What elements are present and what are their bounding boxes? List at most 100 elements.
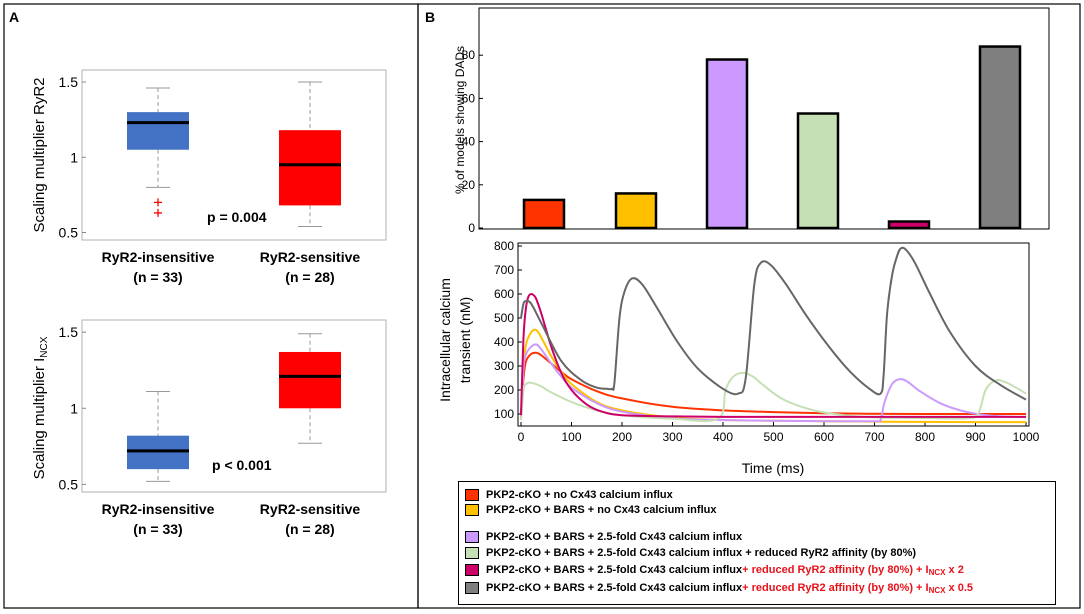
legend-red-tail: x 2	[945, 563, 964, 576]
ytick-label: 200	[494, 383, 514, 397]
legend-item-bars-2-5: PKP2-cKO + BARS + 2.5-fold Cx43 calcium …	[465, 530, 742, 544]
bar	[887, 220, 931, 230]
legend-swatch	[465, 547, 479, 559]
legend-item-ncx2: PKP2-cKO + BARS + 2.5-fold Cx43 calcium …	[465, 563, 964, 577]
boxplot-incx-ylabel: Scaling multiplier INCX	[31, 336, 50, 479]
legend-text: PKP2-cKO + no Cx43 calcium influx	[486, 489, 673, 501]
boxplot-ryr2-pvalue: p = 0.004	[207, 209, 267, 225]
box	[127, 112, 189, 150]
box	[127, 435, 189, 470]
box	[279, 351, 341, 409]
xtick-label: 400	[713, 430, 733, 444]
line-chart-ylabel-line2: transient (nM)	[457, 297, 473, 383]
panel-a-frame	[3, 3, 419, 609]
group-n: (n = 28)	[285, 521, 334, 537]
ytick-label: 60	[462, 91, 476, 105]
legend-swatch	[465, 531, 479, 543]
bar	[614, 192, 658, 230]
boxplot-ryr2-frame	[81, 69, 387, 241]
xtick-label: 900	[965, 430, 985, 444]
legend-swatch	[465, 504, 479, 516]
group-n: (n = 33)	[133, 521, 182, 537]
series-line-bars_2_5_ryr	[520, 371, 1027, 423]
ytick-label: 500	[494, 311, 514, 325]
box	[279, 130, 341, 206]
legend-red-main: + reduced RyR2 affinity (by 80%) + I	[742, 563, 929, 576]
legend-item-bars: PKP2-cKO + BARS + no Cx43 calcium influx	[465, 503, 716, 517]
xtick-label: 0	[518, 430, 525, 444]
boxplot-incx: Scaling multiplier INCX p < 0.001 0.5 1 1.…	[31, 319, 387, 537]
ytick-label: 80	[462, 48, 476, 62]
bar-chart-frame	[478, 7, 1050, 230]
bar	[705, 58, 749, 230]
legend-item-bars-2-5-ryr: PKP2-cKO + BARS + 2.5-fold Cx43 calcium …	[465, 546, 916, 560]
xtick-label: 100	[561, 430, 581, 444]
legend-text: PKP2-cKO + BARS + no Cx43 calcium influx	[486, 504, 717, 516]
legend-item-no-cx43: PKP2-cKO + no Cx43 calcium influx	[465, 488, 673, 502]
legend-text: PKP2-cKO + BARS + 2.5-fold Cx43 calcium …	[486, 564, 743, 576]
legend-red-tail: x 0.5	[945, 581, 974, 594]
ytick-label: 600	[494, 287, 514, 301]
bar	[522, 198, 566, 230]
series-line-bars_2_5	[520, 343, 1027, 423]
ytick-label: 1	[70, 149, 78, 165]
boxplot-incx-pvalue: p < 0.001	[212, 457, 272, 473]
group-label: RyR2-insensitive	[102, 249, 215, 265]
line-chart-xlabel: Time (ms)	[742, 460, 804, 476]
ytick-label: 1.5	[59, 74, 79, 90]
group-label: RyR2-sensitive	[260, 501, 361, 517]
ytick-label: 20	[462, 178, 476, 192]
ytick-label: 400	[494, 335, 514, 349]
bar	[978, 45, 1022, 230]
ytick-label: 1.5	[59, 324, 79, 340]
ytick-label: 800	[494, 239, 514, 253]
boxplot-incx-frame	[81, 319, 387, 493]
bar-chart-dads: % of models showing DADs 0 20 40 60 80	[453, 7, 1050, 235]
legend-item-ncx05: PKP2-cKO + BARS + 2.5-fold Cx43 calcium …	[465, 581, 973, 595]
xtick-label: 700	[864, 430, 884, 444]
group-n: (n = 33)	[133, 269, 182, 285]
xtick-label: 1000	[1013, 430, 1040, 444]
bar	[796, 112, 840, 230]
group-label: RyR2-sensitive	[260, 249, 361, 265]
xtick-label: 200	[612, 430, 632, 444]
legend-text-red: + reduced RyR2 affinity (by 80%) + INCX …	[742, 582, 973, 595]
ytick-label: 0	[468, 221, 475, 235]
outlier-marker	[154, 198, 162, 207]
boxplot-incx-ylabel-sub: NCX	[39, 336, 50, 357]
panel-b-frame	[417, 3, 1081, 609]
xtick-label: 600	[814, 430, 834, 444]
legend-red-main: + reduced RyR2 affinity (by 80%) + I	[742, 581, 929, 594]
xtick-label: 800	[915, 430, 935, 444]
legend: PKP2-cKO + no Cx43 calcium influx PKP2-c…	[458, 481, 1056, 605]
ytick-label: 40	[462, 135, 476, 149]
legend-text-red: + reduced RyR2 affinity (by 80%) + INCX …	[742, 564, 964, 577]
ytick-label: 700	[494, 263, 514, 277]
boxplot-ryr2: Scaling multiplier RyR2 p = 0.004 0.5 1 1.…	[31, 69, 387, 285]
ytick-label: 0.5	[59, 476, 79, 492]
legend-red-sub: NCX	[928, 585, 946, 595]
series-line-bars_2_5_ryr_ncx2	[520, 292, 1026, 418]
series-line-no_cx43	[520, 351, 1026, 416]
legend-swatch	[465, 489, 479, 501]
ytick-label: 0.5	[59, 224, 79, 240]
panel-label-b: B	[425, 9, 435, 25]
legend-text: PKP2-cKO + BARS + 2.5-fold Cx43 calcium …	[486, 531, 743, 543]
legend-red-sub: NCX	[928, 567, 946, 577]
legend-swatch	[465, 564, 479, 576]
group-label: RyR2-insensitive	[102, 501, 215, 517]
boxplot-ryr2-ylabel: Scaling multiplier RyR2	[31, 77, 48, 232]
legend-swatch	[465, 582, 479, 594]
outlier-marker	[154, 208, 162, 217]
line-chart-calcium: Intracellular calcium transient (nM) Tim…	[437, 239, 1040, 476]
ytick-label: 300	[494, 359, 514, 373]
line-chart-ylabel-line1: Intracellular calcium	[437, 278, 453, 402]
panel-label-a: A	[9, 9, 19, 25]
series-line-bars_2_5_ryr_ncx05	[520, 246, 1027, 401]
legend-text: PKP2-cKO + BARS + 2.5-fold Cx43 calcium …	[486, 547, 917, 559]
legend-text: PKP2-cKO + BARS + 2.5-fold Cx43 calcium …	[486, 582, 743, 594]
bar-chart-ylabel: % of models showing DADs	[453, 46, 467, 194]
ytick-label: 1	[70, 400, 78, 416]
boxplot-incx-ylabel-main: Scaling multiplier I	[31, 358, 48, 480]
